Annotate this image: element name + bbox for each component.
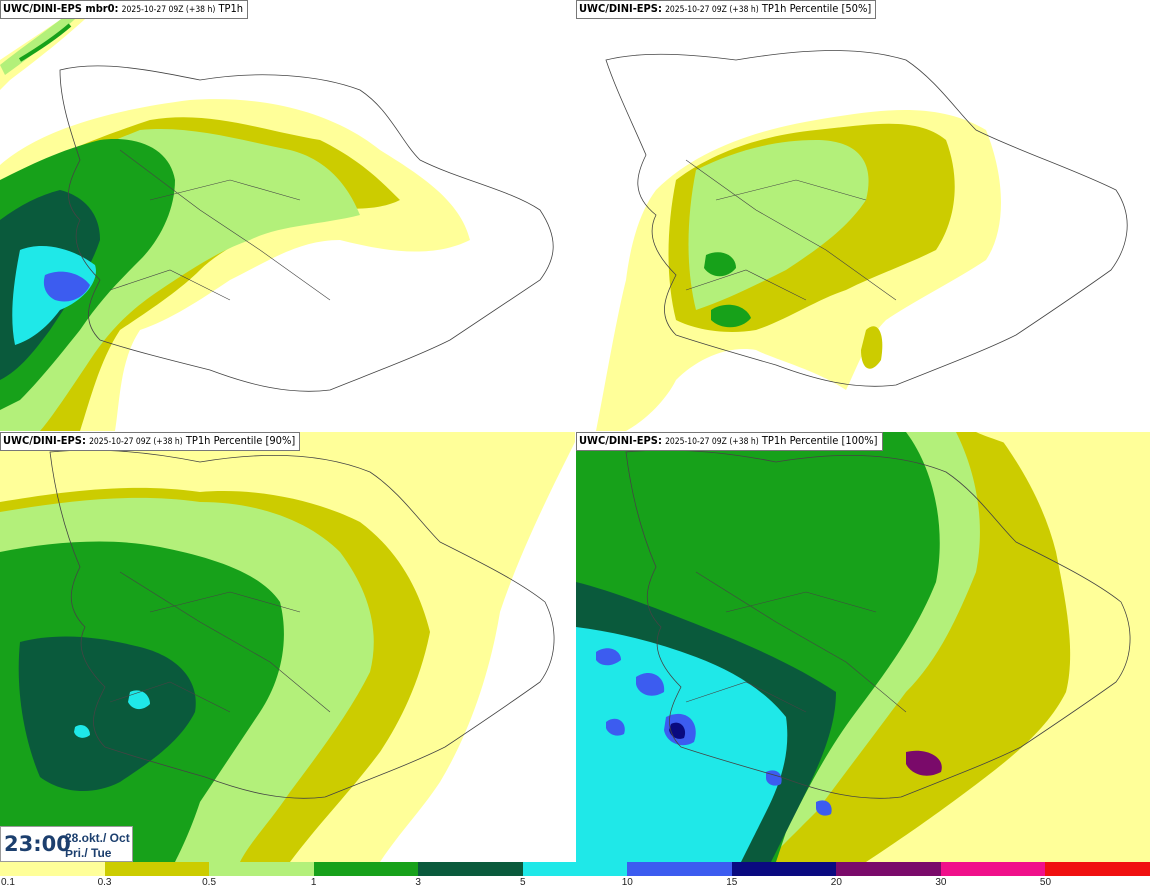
valid-time-box: 23:00 28.okt./ Oct Þri./ Tue (0, 826, 133, 862)
precip-map (576, 432, 1150, 862)
colorbar-swatch (836, 862, 941, 876)
valid-time: 23:00 (4, 832, 71, 856)
panel-title: UWC/DINI-EPS: 2025-10-27 09Z (+38 h) TP1… (576, 0, 877, 19)
colorbar-swatch (1045, 862, 1150, 876)
panel-title: UWC/DINI-EPS mbr0: 2025-10-27 09Z (+38 h… (0, 0, 249, 19)
map-panel-p90: UWC/DINI-EPS: 2025-10-27 09Z (+38 h) TP1… (0, 432, 575, 862)
colorbar-tick-label: 1 (310, 877, 317, 888)
colorbar-tick-label: 0.1 (1, 877, 15, 888)
colorbar-tick-label: 30 (935, 877, 947, 888)
map-panel-member0: UWC/DINI-EPS mbr0: 2025-10-27 09Z (+38 h… (0, 0, 575, 431)
colorbar-swatch (731, 862, 837, 876)
panel-title: UWC/DINI-EPS: 2025-10-27 09Z (+38 h) TP1… (576, 432, 883, 451)
colorbar-swatch (0, 862, 105, 876)
precip-map (0, 0, 554, 431)
colorbar-tick-label: 10 (621, 877, 633, 888)
colorbar-swatch (104, 862, 210, 876)
precip-map (0, 432, 575, 862)
colorbar-tick-label: 0.3 (97, 877, 112, 888)
colorbar-tick-label: 20 (830, 877, 842, 888)
colorbar-tick-label: 50 (1039, 877, 1052, 888)
valid-weekday: Þri./ Tue (65, 846, 112, 860)
panel-divider-horizontal (0, 431, 1150, 432)
colorbar-swatch (313, 862, 419, 876)
colorbar-swatch (940, 862, 1046, 876)
precip-colorbar (0, 862, 1150, 876)
colorbar-ticks: 0.1 0.3 0.5 1 3 5 10 15 20 30 50 (0, 877, 1150, 891)
valid-date: 28.okt./ Oct (65, 831, 130, 845)
panel-title: UWC/DINI-EPS: 2025-10-27 09Z (+38 h) TP1… (0, 432, 301, 451)
precip-map (596, 50, 1128, 431)
map-panel-p50: UWC/DINI-EPS: 2025-10-27 09Z (+38 h) TP1… (576, 0, 1150, 431)
colorbar-tick-label: 0.5 (202, 877, 217, 888)
colorbar-swatch (209, 862, 314, 876)
colorbar-swatch (522, 862, 628, 876)
colorbar-tick-label: 3 (415, 877, 421, 888)
colorbar-tick-label: 5 (519, 877, 526, 888)
map-panel-p100: UWC/DINI-EPS: 2025-10-27 09Z (+38 h) TP1… (576, 432, 1150, 862)
colorbar-swatch (627, 862, 732, 876)
colorbar-swatch (418, 862, 523, 876)
colorbar-tick-label: 15 (726, 877, 738, 888)
